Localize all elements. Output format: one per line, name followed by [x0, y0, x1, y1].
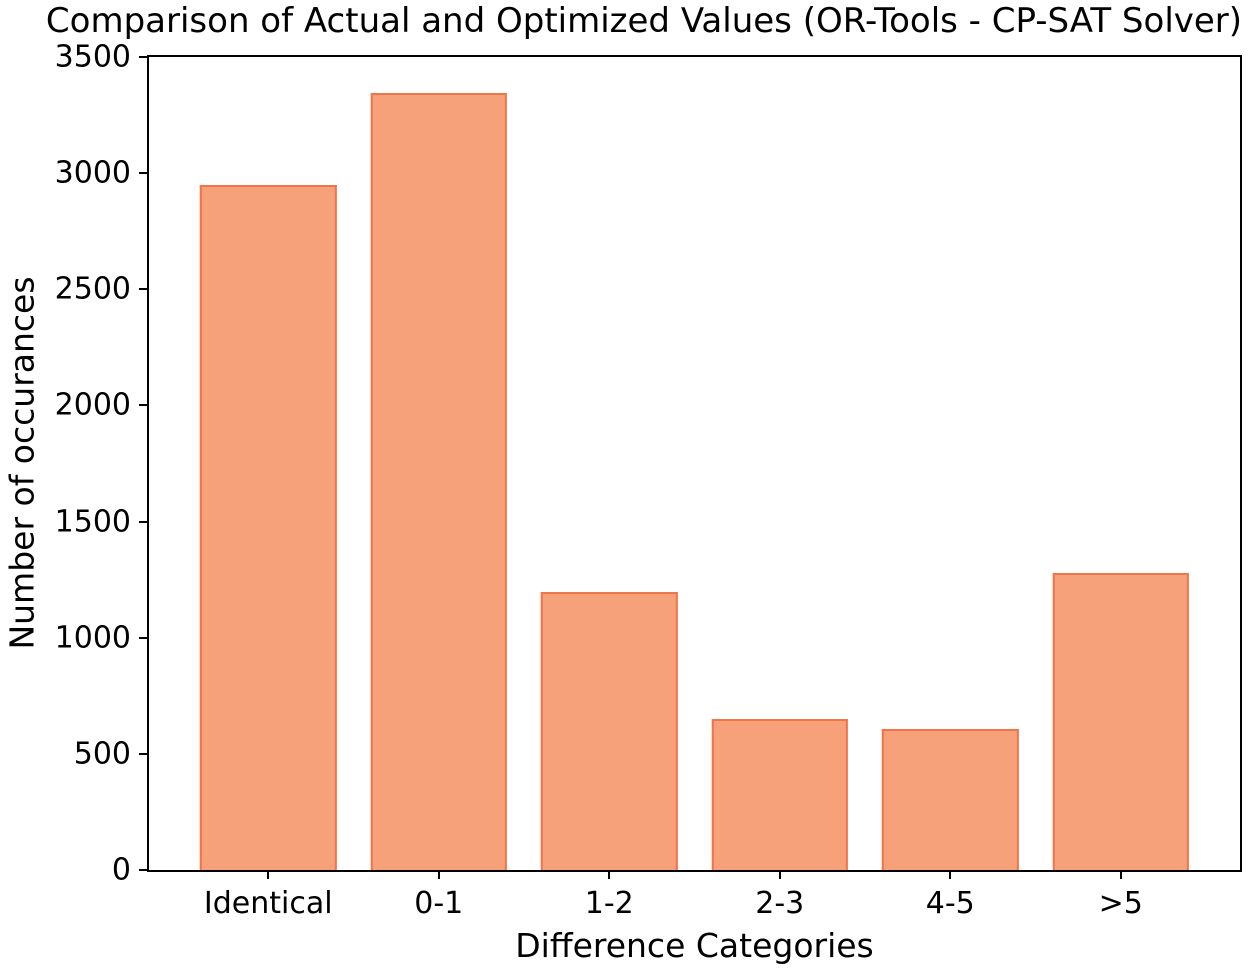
x-tick-label-4-5: 4-5 [925, 886, 975, 921]
x-tick-mark-0-1 [437, 870, 440, 879]
y-tick-label-1000: 1000 [54, 620, 131, 656]
bar-2-3 [711, 719, 848, 870]
bar-slot->5: >5 [1036, 57, 1207, 921]
x-tick-label-Identical: Identical [203, 886, 333, 921]
x-tick-mark->5 [1119, 870, 1122, 879]
bar-0-1 [370, 93, 507, 870]
x-tick-label-2-3: 2-3 [755, 886, 805, 921]
bar-slot-Identical: Identical [183, 57, 354, 921]
bar-slot-0-1: 0-1 [354, 57, 525, 921]
plot-area: Identical 0-1 1-2 2-3 4-5 >5 0 500 1000 1500 2000… [55, 40, 1242, 921]
y-tick-label-3000: 3000 [54, 155, 131, 191]
bar->5 [1052, 572, 1189, 870]
y-tick-mark-1500 [139, 520, 149, 523]
bar-Identical [200, 184, 337, 870]
x-tick-mark-1-2 [608, 870, 611, 879]
bar-4-5 [882, 729, 1019, 870]
y-axis-label: Number of occurances [2, 276, 42, 650]
y-tick-label-3500: 3500 [54, 39, 131, 75]
y-tick-mark-2000 [139, 404, 149, 407]
y-tick-label-1500: 1500 [54, 504, 131, 540]
x-axis-label: Difference Categories [515, 926, 874, 965]
y-tick-label-0: 0 [111, 852, 131, 888]
y-tick-mark-500 [139, 752, 149, 755]
y-tick-label-2500: 2500 [54, 271, 131, 307]
bar-1-2 [541, 592, 678, 870]
y-tick-label-500: 500 [73, 736, 131, 772]
x-tick-mark-2-3 [778, 870, 781, 879]
bar-slot-2-3: 2-3 [695, 57, 866, 921]
y-tick-mark-3000 [139, 172, 149, 175]
x-tick-label-0-1: 0-1 [414, 886, 464, 921]
bar-slot-1-2: 1-2 [524, 57, 695, 921]
y-tick-mark-3500 [139, 56, 149, 58]
y-tick-mark-1000 [139, 636, 149, 639]
y-tick-label-2000: 2000 [54, 387, 131, 423]
x-tick-label-1-2: 1-2 [584, 886, 634, 921]
x-tick-label->5: >5 [1098, 886, 1143, 921]
bar-slot-4-5: 4-5 [865, 57, 1036, 921]
y-tick-mark-2500 [139, 288, 149, 291]
chart-title: Comparison of Actual and Optimized Value… [45, 1, 1243, 41]
y-tick-mark-0 [139, 869, 149, 871]
x-tick-mark-4-5 [949, 870, 952, 879]
bars-row: Identical 0-1 1-2 2-3 4-5 >5 [183, 57, 1207, 921]
x-tick-mark-Identical [267, 870, 270, 879]
